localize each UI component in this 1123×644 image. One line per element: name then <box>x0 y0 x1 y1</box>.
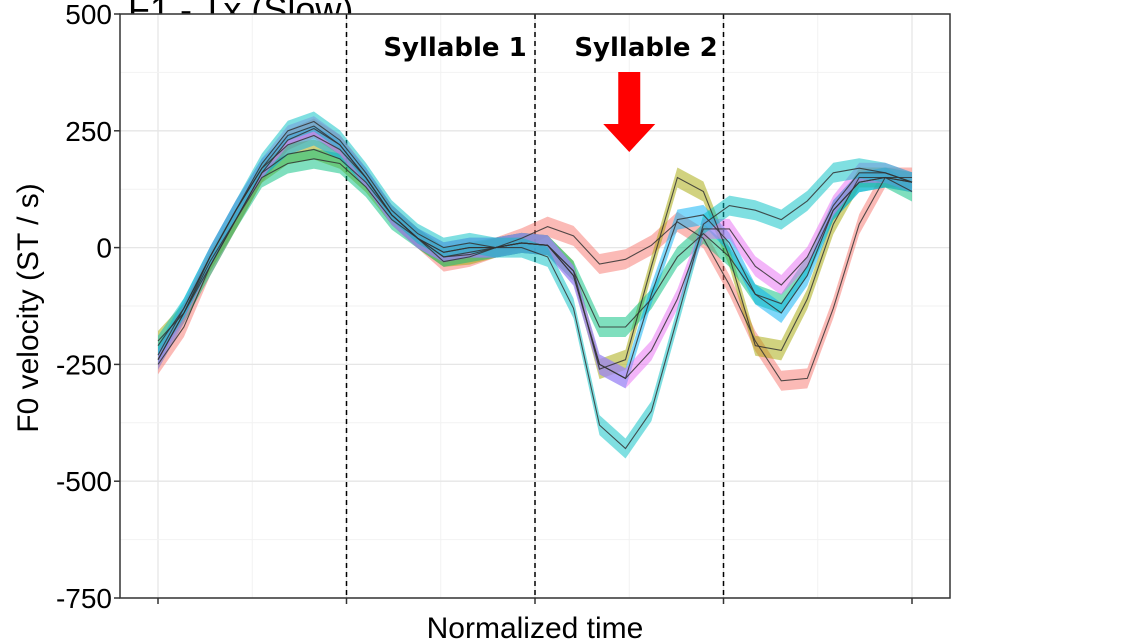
syllable-2-label: Syllable 2 <box>574 33 717 63</box>
series-line <box>157 120 913 450</box>
series-line <box>157 125 913 380</box>
series-lines <box>157 120 913 450</box>
syllable-boundaries <box>345 14 725 598</box>
y-tick-label: 0 <box>96 233 112 264</box>
y-axis-title: F0 velocity (ST / s) <box>12 183 45 433</box>
red-arrow-icon <box>603 72 656 152</box>
x-axis-ticks <box>157 598 913 604</box>
x-axis-title: Normalized time <box>427 612 644 644</box>
y-tick-label: 500 <box>65 0 112 30</box>
y-tick-label: -250 <box>56 349 112 380</box>
y-tick-label: -750 <box>56 583 112 614</box>
y-axis-ticks: 500 250 0 -250 -500 -750 <box>56 0 120 614</box>
syllable-1-label: Syllable 1 <box>383 33 526 63</box>
y-tick-label: -500 <box>56 466 112 497</box>
series-line <box>157 127 912 382</box>
y-tick-label: 250 <box>65 116 112 147</box>
red-arrow <box>603 72 656 152</box>
